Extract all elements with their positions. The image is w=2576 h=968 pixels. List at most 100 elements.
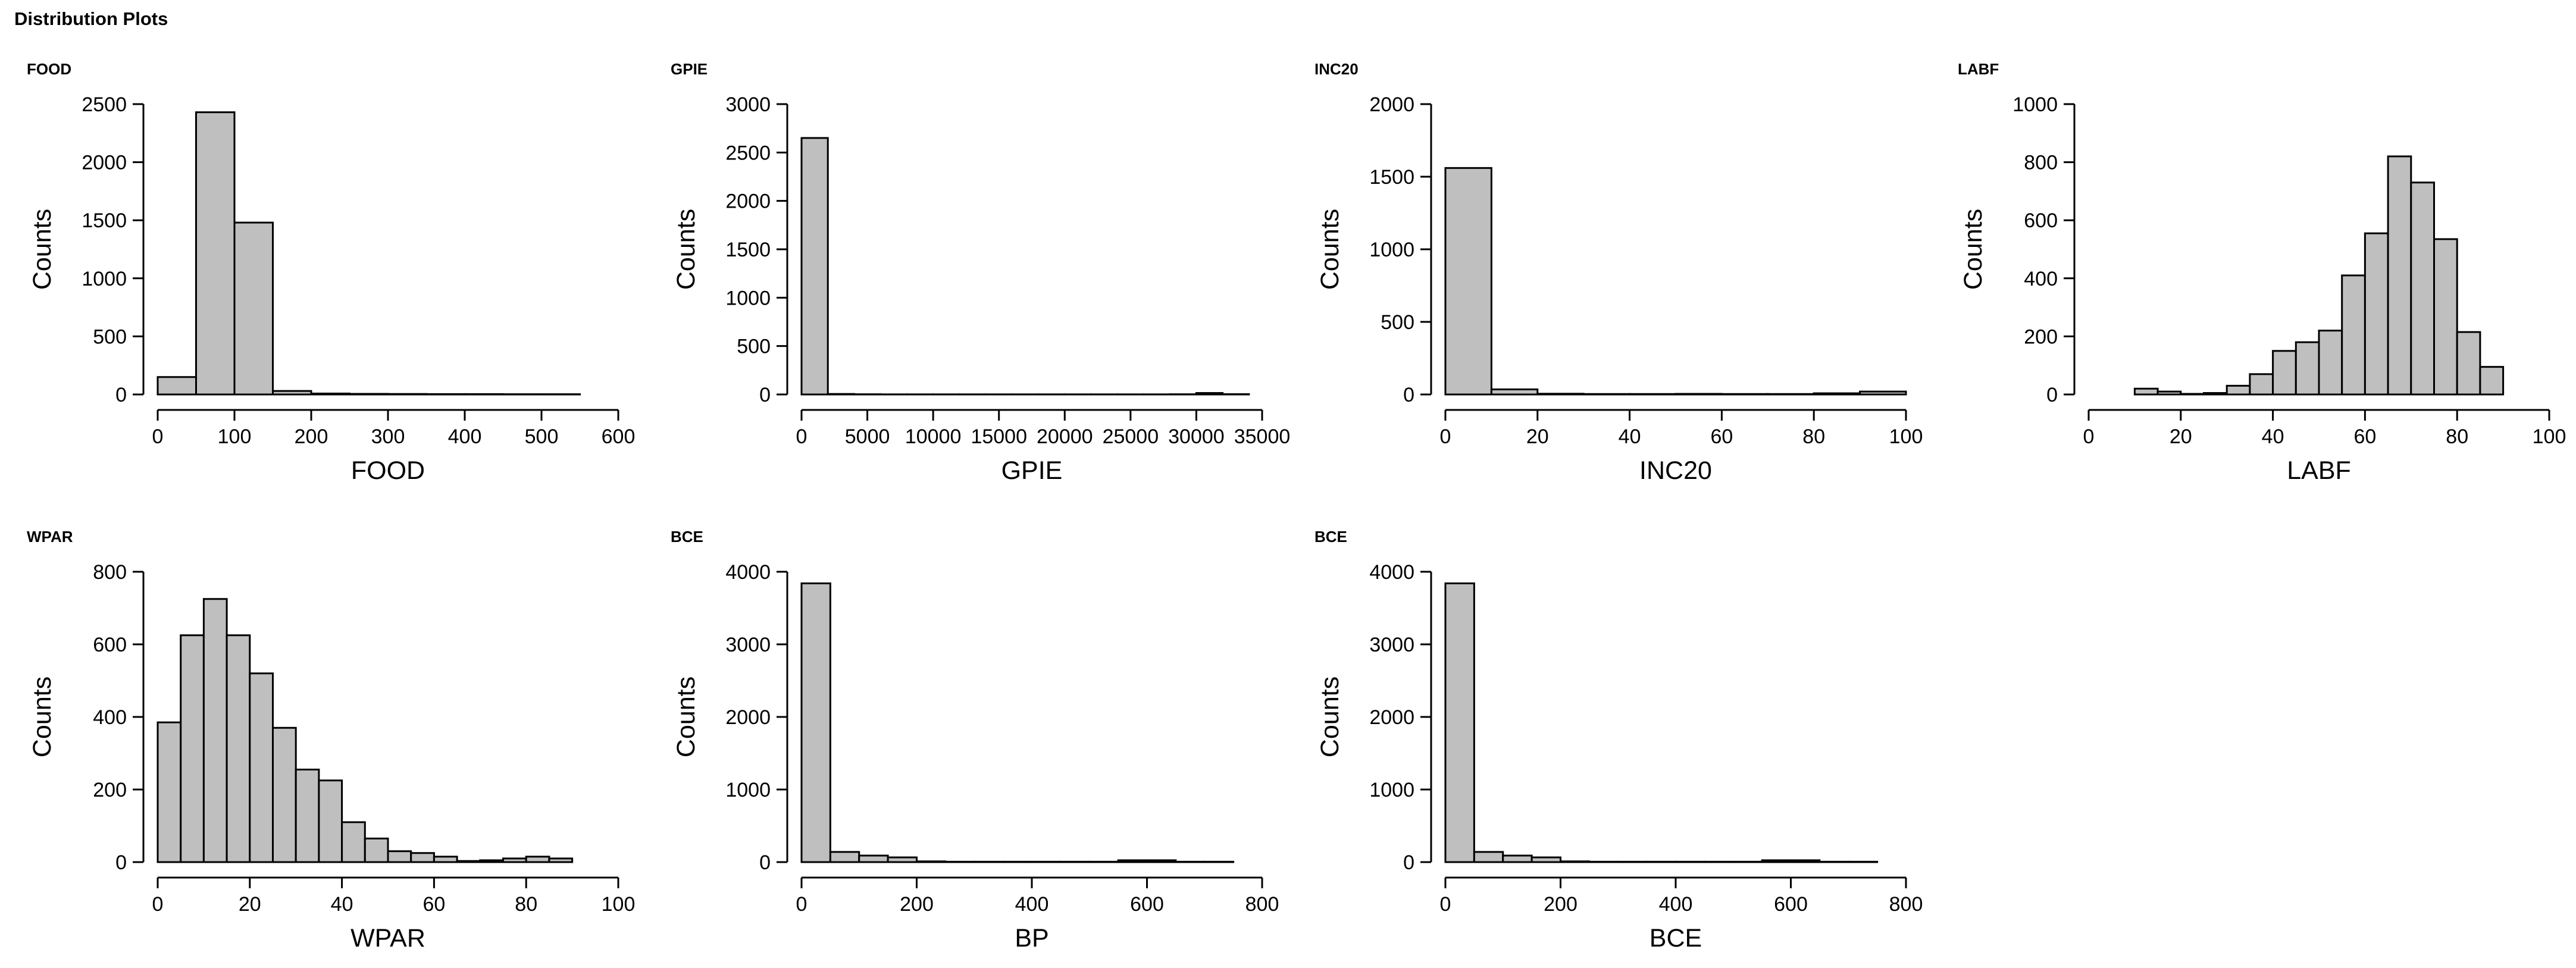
y-tick-label: 1500	[82, 209, 127, 232]
x-tick-label: 400	[1015, 893, 1049, 916]
x-tick-label: 600	[1130, 893, 1164, 916]
histogram-bar	[479, 859, 504, 863]
y-axis-title: Counts	[1316, 676, 1344, 757]
x-axis-title: WPAR	[350, 924, 425, 953]
y-axis-title: Counts	[1959, 209, 1987, 290]
x-tick-label: 0	[796, 425, 807, 448]
y-tick-label: 1000	[725, 779, 771, 801]
y-tick-label: 2500	[82, 93, 127, 116]
y-axis-title: Counts	[28, 676, 57, 757]
x-tick-label: 0	[2083, 425, 2095, 448]
x-tick-label: 80	[1802, 425, 1825, 448]
x-tick-label: 0	[152, 425, 164, 448]
histogram-bar	[2272, 350, 2297, 396]
histogram-bar	[433, 856, 458, 863]
x-tick-label: 600	[602, 425, 636, 448]
y-tick-label: 1000	[82, 268, 127, 290]
x-tick-label: 500	[525, 425, 559, 448]
histogram-bar	[310, 392, 350, 396]
y-tick-label: 4000	[1369, 561, 1414, 584]
histogram-bar	[858, 854, 889, 863]
x-tick-label: 60	[2353, 425, 2376, 448]
x-tick-label: 20	[1526, 425, 1549, 448]
y-tick-label: 1000	[725, 287, 771, 309]
x-tick-label: 200	[1544, 893, 1577, 916]
histogram-bar	[1146, 859, 1177, 863]
y-tick-label: 200	[93, 779, 127, 801]
histogram-bar	[829, 851, 860, 863]
histogram-bar	[1195, 392, 1224, 396]
histogram-labf: LABF 0 200 400 600 800 1000 0 20 40 60 80 100 LABF Cou…	[1958, 60, 2566, 485]
x-tick-label: 10000	[905, 425, 962, 448]
y-tick-label: 400	[2024, 268, 2058, 290]
panel-title: BCE	[671, 528, 703, 546]
y-tick-label: 0	[2046, 384, 2058, 406]
y-tick-label: 2000	[725, 706, 771, 729]
histogram-bar	[295, 768, 320, 863]
x-tick-label: 40	[2262, 425, 2284, 448]
y-tick-label: 0	[759, 384, 771, 406]
y-tick-label: 400	[93, 706, 127, 729]
y-axis-title: Counts	[1316, 209, 1344, 290]
x-tick-label: 300	[371, 425, 405, 448]
histogram-food: FOOD 0 500 1000 1500 2000 2500 0 100 200 300 400 500…	[27, 60, 635, 485]
histogram-bar	[800, 137, 829, 396]
y-tick-label: 800	[93, 561, 127, 584]
histogram-bar	[800, 582, 831, 863]
x-tick-label: 80	[515, 893, 537, 916]
x-axis-title: INC20	[1639, 456, 1712, 485]
histogram-bar	[2226, 384, 2251, 396]
histogram-bar	[272, 726, 297, 863]
histogram-bce: BCE 0 1000 2000 3000 4000 0 200 400 600 800 BCE Coun…	[1314, 528, 1923, 953]
y-tick-label: 0	[1403, 851, 1414, 874]
panel-title: BCE	[1314, 528, 1347, 546]
histogram-wpar: WPAR 0 200 400 600 800 0 20 40 60 80 100 WPAR Counts	[27, 528, 635, 953]
histogram-bar	[387, 850, 412, 863]
x-tick-label: 0	[1440, 425, 1451, 448]
y-tick-label: 1500	[1369, 166, 1414, 189]
histogram-bar	[202, 598, 228, 863]
histogram-bar	[1444, 167, 1492, 396]
y-tick-label: 600	[93, 634, 127, 656]
histogram-bar	[456, 860, 481, 863]
histogram-bar	[2410, 181, 2436, 396]
y-tick-label: 1000	[1369, 779, 1414, 801]
x-tick-label: 0	[1440, 893, 1451, 916]
histogram-bar	[1444, 582, 1475, 863]
histogram-bar	[2341, 274, 2366, 396]
histogram-bar	[2479, 366, 2505, 396]
histogram-bp: BCE 0 1000 2000 3000 4000 0 200 400 600 800 BP Count…	[671, 528, 1279, 953]
panel-title: FOOD	[27, 60, 71, 78]
x-tick-label: 400	[1659, 893, 1693, 916]
x-axis-title: FOOD	[351, 456, 425, 485]
histogram-bar	[1117, 859, 1148, 863]
y-tick-label: 800	[2024, 152, 2058, 174]
x-tick-label: 0	[796, 893, 807, 916]
histogram-inc20: INC20 0 500 1000 1500 2000 0 20 40 60 80 100 INC20 Co…	[1314, 60, 1923, 485]
histogram-bar	[2295, 341, 2320, 396]
x-tick-label: 40	[1619, 425, 1641, 448]
histogram-bar	[226, 634, 251, 863]
x-tick-label: 40	[331, 893, 353, 916]
x-tick-label: 0	[152, 893, 164, 916]
histogram-bar	[180, 634, 205, 863]
histogram-bar	[548, 857, 574, 863]
histogram-bar	[2156, 390, 2182, 396]
histogram-bar	[2203, 392, 2228, 396]
x-tick-label: 30000	[1168, 425, 1225, 448]
histogram-bar	[1790, 859, 1821, 863]
x-tick-label: 15000	[971, 425, 1027, 448]
y-tick-label: 3000	[725, 93, 771, 116]
histogram-bar	[341, 821, 366, 863]
x-tick-label: 400	[448, 425, 482, 448]
histogram-bar	[364, 837, 389, 863]
histogram-bar	[156, 721, 182, 863]
x-tick-label: 25000	[1103, 425, 1159, 448]
x-tick-label: 80	[2446, 425, 2468, 448]
histogram-bar	[1473, 851, 1504, 863]
histogram-bar	[2456, 331, 2481, 396]
x-tick-label: 100	[602, 893, 636, 916]
y-tick-label: 3000	[725, 634, 771, 656]
